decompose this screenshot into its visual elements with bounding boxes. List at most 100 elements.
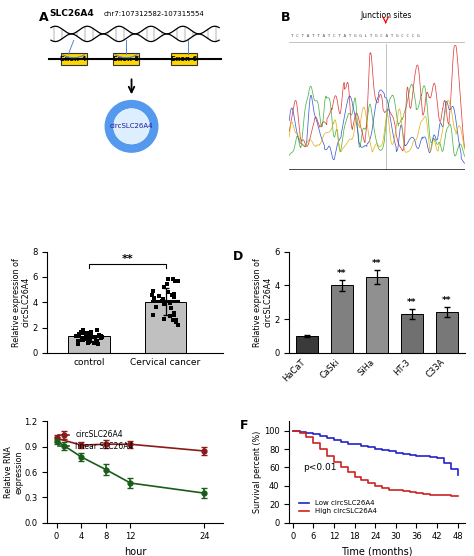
Text: **: ** xyxy=(407,298,417,307)
High circSLC26A4 xyxy=(434,492,440,498)
Point xyxy=(161,283,168,292)
Point xyxy=(86,333,94,342)
High circSLC26A4 xyxy=(420,491,426,498)
High circSLC26A4 xyxy=(318,446,323,453)
Point xyxy=(169,275,176,284)
Point xyxy=(73,331,80,340)
Bar xyxy=(401,314,423,353)
Point xyxy=(85,330,92,339)
Low circSLC26A4 xyxy=(393,449,399,456)
Point xyxy=(77,329,85,338)
Text: Junction sites: Junction sites xyxy=(360,11,411,20)
Text: **: ** xyxy=(121,254,133,264)
Point xyxy=(171,276,178,285)
Point xyxy=(92,336,100,345)
Point xyxy=(94,339,101,348)
Circle shape xyxy=(114,109,149,143)
Text: Exon 6: Exon 6 xyxy=(171,56,197,62)
Point xyxy=(97,332,104,341)
Point xyxy=(93,337,101,346)
Point xyxy=(152,302,160,311)
Text: A: A xyxy=(39,11,48,24)
Point xyxy=(85,337,93,346)
Low circSLC26A4 xyxy=(290,428,296,434)
Legend: circSLC26A4, linear SLC26A4: circSLC26A4, linear SLC26A4 xyxy=(55,428,137,454)
High circSLC26A4 xyxy=(304,434,310,440)
Point xyxy=(174,277,182,286)
Low circSLC26A4 xyxy=(345,440,351,447)
Point xyxy=(149,287,157,296)
Low circSLC26A4 xyxy=(455,471,461,478)
Point xyxy=(150,294,157,302)
Bar xyxy=(331,285,353,353)
Y-axis label: Relative expression of
circSLC26A4: Relative expression of circSLC26A4 xyxy=(254,258,273,347)
Low circSLC26A4 xyxy=(331,436,337,443)
Low circSLC26A4 xyxy=(318,433,323,440)
High circSLC26A4 xyxy=(393,487,399,494)
Point xyxy=(75,329,83,338)
High circSLC26A4 xyxy=(359,477,365,484)
Point xyxy=(91,339,98,348)
Low circSLC26A4 xyxy=(407,451,412,458)
Point xyxy=(88,328,95,337)
Point xyxy=(158,297,165,306)
Low circSLC26A4 xyxy=(304,429,310,436)
Point xyxy=(161,299,169,308)
X-axis label: hour: hour xyxy=(124,547,146,556)
Low circSLC26A4 xyxy=(448,466,454,473)
Point xyxy=(98,332,105,341)
Point xyxy=(82,335,90,344)
Point xyxy=(155,291,163,300)
Low circSLC26A4 xyxy=(324,435,330,441)
Point xyxy=(97,333,104,342)
Point xyxy=(164,275,172,284)
Point xyxy=(170,308,178,317)
Point xyxy=(84,331,92,340)
Point xyxy=(79,325,87,334)
Point xyxy=(78,335,86,344)
High circSLC26A4 xyxy=(365,480,371,486)
Point xyxy=(170,311,178,320)
Y-axis label: Relative expression of
circSLC26A4: Relative expression of circSLC26A4 xyxy=(11,258,31,347)
Text: **: ** xyxy=(442,296,452,305)
Bar xyxy=(68,336,110,353)
Point xyxy=(170,290,177,299)
Text: p<0.01: p<0.01 xyxy=(303,463,337,472)
High circSLC26A4 xyxy=(310,439,316,446)
Low circSLC26A4 xyxy=(297,428,302,435)
Text: **: ** xyxy=(372,259,382,268)
Point xyxy=(90,332,98,341)
Low circSLC26A4 xyxy=(359,443,365,450)
Point xyxy=(85,328,92,337)
Point xyxy=(168,291,175,300)
Low circSLC26A4 xyxy=(434,455,440,461)
Low circSLC26A4 xyxy=(400,450,406,457)
Point xyxy=(160,299,167,308)
High circSLC26A4 xyxy=(400,488,406,495)
Point xyxy=(163,279,171,288)
Bar xyxy=(436,312,458,353)
High circSLC26A4 xyxy=(441,492,447,498)
Point xyxy=(149,311,157,320)
Point xyxy=(161,315,168,324)
Point xyxy=(160,294,167,303)
Low circSLC26A4 xyxy=(338,438,344,445)
Point xyxy=(97,332,105,341)
Point xyxy=(166,311,174,320)
Text: **: ** xyxy=(337,269,346,277)
Point xyxy=(87,336,94,345)
Point xyxy=(164,287,172,296)
Point xyxy=(91,333,99,342)
Text: Exon 4: Exon 4 xyxy=(61,56,87,62)
Point xyxy=(93,325,100,334)
High circSLC26A4 xyxy=(448,493,454,499)
Legend: Low circSLC26A4, High circSLC26A4: Low circSLC26A4, High circSLC26A4 xyxy=(296,498,380,517)
Low circSLC26A4 xyxy=(428,454,433,461)
High circSLC26A4 xyxy=(407,489,412,495)
Point xyxy=(85,334,93,343)
Low circSLC26A4 xyxy=(365,444,371,450)
Point xyxy=(88,332,96,341)
Low circSLC26A4 xyxy=(310,431,316,438)
High circSLC26A4 xyxy=(379,484,385,491)
Point xyxy=(82,330,90,339)
